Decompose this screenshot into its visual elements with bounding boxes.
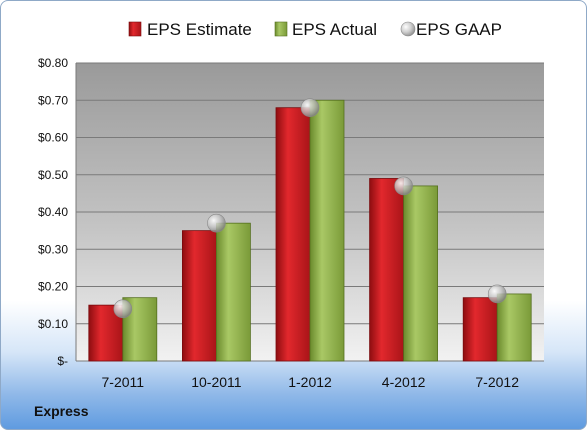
gaap-marker <box>394 176 413 196</box>
y-tick-label: $0.80 <box>38 56 68 70</box>
legend: EPS Estimate EPS Actual EPS GAAP <box>128 20 502 39</box>
legend-estimate-swatch <box>128 21 142 37</box>
legend-estimate-label: EPS Estimate <box>147 20 252 39</box>
y-tick-label: $0.30 <box>38 242 68 256</box>
legend-gaap-label: EPS GAAP <box>416 20 502 39</box>
legend-actual-swatch <box>274 21 288 37</box>
actual-bar <box>403 185 439 362</box>
estimate-bar <box>369 178 405 362</box>
actual-bar <box>215 222 251 362</box>
x-axis-labels: 7-2011 10-2011 1-2012 4-2012 7-2012 <box>102 374 520 390</box>
y-tick-label: $0.20 <box>38 280 68 294</box>
actual-bar <box>496 293 532 362</box>
x-tick-label: 7-2011 <box>102 374 145 390</box>
gaap-marker <box>300 98 320 117</box>
estimate-bar <box>275 107 311 362</box>
y-tick-label: $0.70 <box>38 93 68 107</box>
gaap-points <box>113 98 507 319</box>
estimate-bar <box>181 230 217 362</box>
y-tick-label: $- <box>57 354 68 368</box>
legend-gaap-swatch <box>400 21 416 37</box>
y-tick-label: $0.10 <box>38 317 68 331</box>
bars <box>88 99 532 362</box>
x-tick-label: 10-2011 <box>191 374 242 390</box>
y-tick-label: $0.40 <box>38 205 68 219</box>
gaap-marker <box>113 299 133 319</box>
company-label: Express <box>34 403 89 419</box>
estimate-bar <box>462 297 498 362</box>
x-tick-label: 7-2012 <box>475 374 519 390</box>
legend-actual-label: EPS Actual <box>292 20 377 39</box>
y-axis-labels: $- $0.10 $0.20 $0.30 $0.40 $0.50 $0.60 $0.70 $0.… <box>38 56 68 368</box>
actual-bar <box>309 99 345 362</box>
x-tick-label: 1-2012 <box>288 374 332 390</box>
gaap-marker <box>487 284 507 304</box>
y-tick-label: $0.50 <box>38 168 68 182</box>
y-tick-label: $0.60 <box>38 131 68 145</box>
gaap-marker <box>207 213 226 233</box>
x-tick-label: 4-2012 <box>382 374 426 390</box>
